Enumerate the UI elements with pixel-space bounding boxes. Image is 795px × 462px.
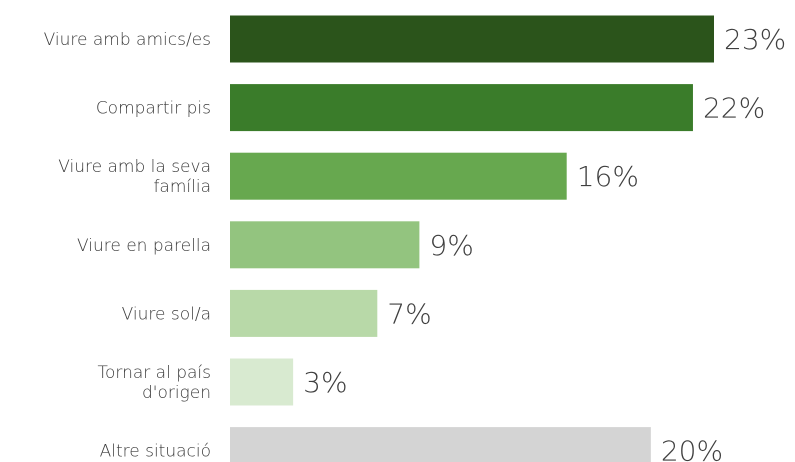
category-label-6-line-0: Altre situació [100,442,211,462]
category-label-3: Viure en parella [77,236,211,256]
category-label-0: Viure amb amics/es [44,30,211,50]
category-label-2-line-1: família [153,177,211,197]
value-label-5: 3% [303,366,347,399]
category-label-4-line-0: Viure sol/a [122,304,211,324]
value-label-6: 20% [661,435,723,462]
category-label-6: Altre situació [100,442,211,462]
value-label-4: 7% [387,297,431,330]
bar-2 [230,152,567,200]
category-label-3-line-0: Viure en parella [77,236,211,256]
value-label-1: 22% [703,92,765,125]
bar-3 [230,221,420,269]
category-label-0-line-0: Viure amb amics/es [44,30,211,50]
category-label-2: Viure amb la seva família [58,157,211,197]
value-label-0: 23% [724,23,786,56]
category-label-5-line-0: Tornar al país [97,363,211,383]
category-label-1: Compartir pis [96,99,211,119]
category-label-4: Viure sol/a [122,304,211,324]
category-label-5-line-1: d'origen [142,383,211,403]
value-label-2: 16% [577,160,639,193]
bar-0 [230,15,714,63]
category-label-2-line-0: Viure amb la seva [58,157,211,177]
value-label-3: 9% [429,229,473,262]
bar-5 [230,358,294,406]
bar-4 [230,289,378,337]
category-label-5: Tornar al país d'origen [97,363,211,403]
category-label-1-line-0: Compartir pis [96,99,211,119]
bar-6 [230,427,651,462]
bar-1 [230,84,693,132]
